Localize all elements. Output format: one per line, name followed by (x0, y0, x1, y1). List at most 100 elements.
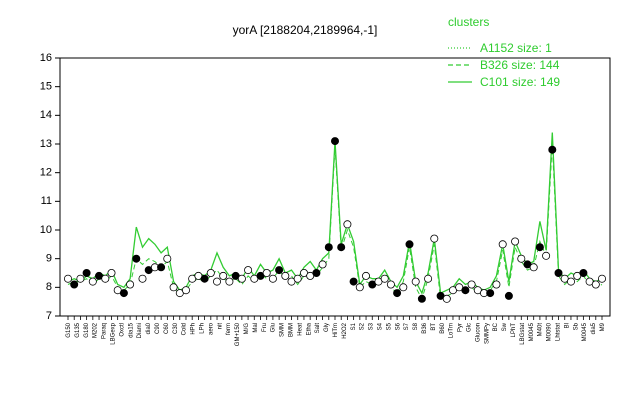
x-tick-label: S4 (378, 322, 384, 330)
x-tick-label: aero (208, 322, 214, 335)
data-point (349, 277, 358, 286)
x-tick-label: Heat (297, 323, 303, 336)
data-point (219, 271, 228, 280)
data-point (405, 240, 414, 249)
data-point (70, 280, 79, 289)
data-point (504, 291, 513, 300)
legend-entry: A1152 size: 1 (480, 41, 552, 55)
data-point (467, 280, 476, 289)
x-tick-label: C30 (173, 322, 179, 334)
x-tick-label: Diami (137, 323, 143, 338)
x-tick-label: G180 (84, 322, 90, 337)
x-tick-label: B36 (422, 322, 428, 333)
y-tick-label: 7 (46, 310, 52, 322)
data-point (126, 280, 135, 289)
x-tick-label: Lhtstat (556, 323, 562, 341)
data-point (542, 251, 551, 260)
x-tick-label: M202 (93, 322, 99, 338)
data-point (64, 274, 73, 283)
data-point (554, 268, 563, 277)
x-tick-label: SMMPy (484, 323, 490, 344)
x-tick-label: Salt (315, 323, 321, 334)
x-tick-label: B60 (440, 322, 446, 333)
x-tick-label: Glc (467, 323, 473, 332)
x-tick-label: G135 (75, 322, 81, 337)
chart-title: yorA [2188204,2189964,-1] (233, 23, 378, 37)
data-point (324, 243, 333, 252)
data-point (386, 280, 395, 289)
x-tick-label: LPh (200, 323, 206, 334)
data-point (318, 260, 327, 269)
data-point (498, 240, 507, 249)
data-point (411, 277, 420, 286)
x-tick-label: Glu (271, 323, 277, 332)
data-point (343, 220, 352, 229)
x-tick-label: C60 (164, 322, 170, 334)
data-point (206, 268, 215, 277)
y-tick-label: 13 (40, 138, 52, 150)
data-point (361, 271, 370, 280)
x-tick-label: G150 (66, 322, 72, 337)
x-tick-label: LoTm (449, 323, 455, 338)
x-tick-label: Etha (306, 322, 312, 335)
data-point (337, 243, 346, 252)
data-point (461, 286, 470, 295)
data-point (355, 283, 364, 292)
data-point (163, 254, 172, 263)
data-point (262, 268, 271, 277)
data-point (281, 271, 290, 280)
data-point (511, 237, 520, 246)
x-tick-label: S1 (351, 322, 357, 330)
data-point (424, 274, 433, 283)
x-tick-label: H2O2 (342, 322, 348, 338)
data-point (237, 274, 246, 283)
data-point (244, 266, 253, 275)
x-axis: G150 G135 G180 M202 Paraq LBGexp Oxctl dia15 Dia… (66, 316, 606, 346)
x-tick-label: BT (431, 323, 437, 331)
data-point (393, 289, 402, 298)
x-tick-label: S2 (360, 322, 366, 330)
data-point (492, 280, 501, 289)
data-point (212, 277, 221, 286)
x-tick-label: dia15 (128, 322, 134, 337)
data-point (293, 274, 302, 283)
x-tick-label: S7 (404, 322, 410, 330)
data-point (157, 263, 166, 272)
x-tick-label: Bl (564, 323, 570, 328)
x-tick-label: LPhT (511, 323, 517, 338)
x-tick-label: dia5 (591, 322, 597, 334)
data-point (181, 286, 190, 295)
data-point (442, 294, 451, 303)
x-tick-label: Oxctl (119, 323, 125, 337)
x-tick-label: S6 (395, 322, 401, 330)
x-tick-label: M0045 (529, 322, 535, 341)
x-tick-label: ferm (226, 323, 232, 335)
data-point (598, 274, 607, 283)
y-tick-label: 14 (40, 109, 52, 121)
y-tick-label: 8 (46, 281, 52, 293)
x-tick-label: Gly (324, 323, 330, 332)
x-tick-label: GM+150 (235, 322, 241, 346)
data-point (417, 294, 426, 303)
y-tick-label: 11 (41, 195, 52, 207)
legend-entry: C101 size: 149 (480, 75, 560, 89)
data-point (107, 268, 116, 277)
data-point (330, 137, 339, 146)
data-point (82, 268, 91, 277)
data-point (529, 263, 538, 272)
x-tick-label: dia0 (146, 322, 152, 334)
x-tick-label: BC (493, 322, 499, 331)
data-point (275, 266, 284, 275)
data-point (535, 243, 544, 252)
data-point (517, 254, 526, 263)
data-point (430, 234, 439, 243)
y-tick-label: 16 (40, 52, 52, 64)
y-axis: 7 8 9 10 11 12 13 14 15 16 (40, 52, 60, 322)
y-tick-label: 10 (40, 224, 52, 236)
legend: clusters A1152 size: 1 B326 size: 144 C101… (448, 15, 560, 89)
legend-title: clusters (448, 15, 489, 29)
data-point (486, 289, 495, 298)
data-point (76, 274, 85, 283)
x-tick-label: M40t (538, 323, 544, 337)
